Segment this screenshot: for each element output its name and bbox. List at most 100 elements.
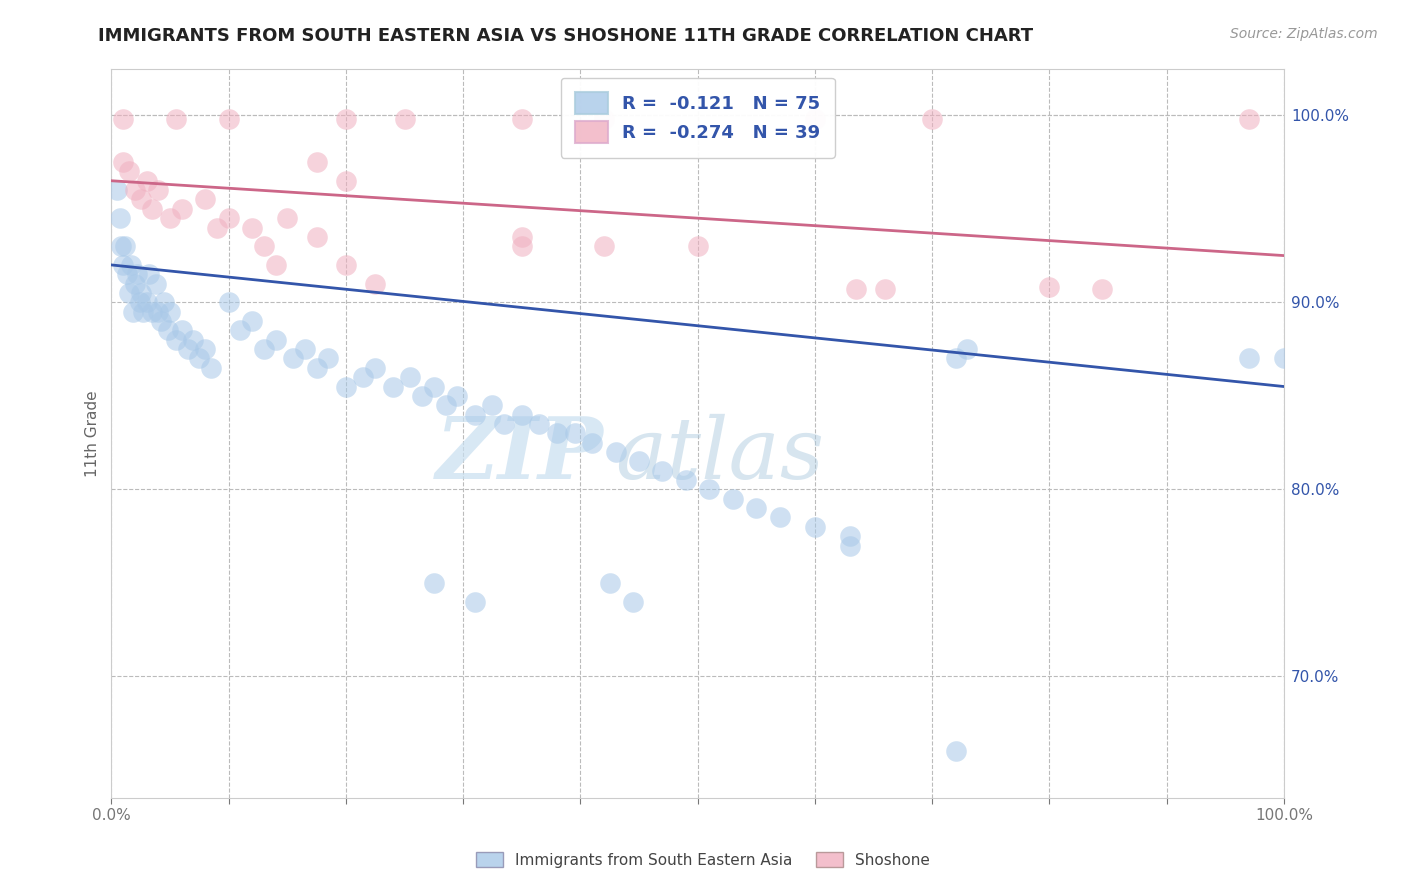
Point — [353, 370, 375, 384]
Point — [200, 360, 222, 375]
Point — [529, 417, 551, 431]
Point — [240, 220, 263, 235]
Point — [129, 193, 152, 207]
Point — [510, 239, 533, 253]
Point — [1237, 351, 1260, 366]
Point — [132, 304, 155, 318]
Point — [218, 211, 240, 226]
Point — [592, 112, 614, 126]
Point — [335, 174, 357, 188]
Point — [240, 314, 263, 328]
Point — [108, 211, 131, 226]
Point — [564, 426, 586, 441]
Point — [183, 333, 205, 347]
Point — [945, 744, 967, 758]
Point — [411, 389, 433, 403]
Point — [651, 464, 673, 478]
Point — [129, 285, 152, 300]
Point — [165, 112, 187, 126]
Point — [546, 426, 568, 441]
Point — [141, 202, 163, 216]
Point — [118, 285, 141, 300]
Point — [153, 295, 176, 310]
Point — [145, 277, 167, 291]
Point — [305, 230, 328, 244]
Point — [510, 408, 533, 422]
Point — [423, 576, 446, 591]
Point — [956, 342, 979, 356]
Y-axis label: 11th Grade: 11th Grade — [86, 390, 100, 476]
Point — [1272, 351, 1295, 366]
Point — [105, 183, 128, 197]
Point — [124, 183, 146, 197]
Point — [276, 211, 298, 226]
Point — [121, 304, 143, 318]
Point — [170, 323, 193, 337]
Point — [699, 483, 721, 497]
Point — [481, 398, 503, 412]
Point — [294, 342, 316, 356]
Legend: Immigrants from South Eastern Asia, Shoshone: Immigrants from South Eastern Asia, Shos… — [468, 844, 938, 875]
Point — [176, 342, 198, 356]
Point — [1237, 112, 1260, 126]
Point — [921, 112, 943, 126]
Point — [305, 360, 328, 375]
Point — [205, 220, 228, 235]
Point — [621, 594, 644, 608]
Point — [464, 408, 486, 422]
Point — [148, 183, 170, 197]
Text: atlas: atlas — [616, 414, 825, 497]
Point — [845, 282, 868, 296]
Point — [364, 277, 387, 291]
Point — [253, 239, 276, 253]
Point — [627, 454, 650, 468]
Point — [141, 304, 163, 318]
Point — [599, 576, 621, 591]
Point — [394, 112, 416, 126]
Point — [804, 112, 827, 126]
Point — [118, 164, 141, 178]
Point — [281, 351, 304, 366]
Point — [605, 445, 627, 459]
Point — [112, 112, 135, 126]
Point — [218, 295, 240, 310]
Point — [804, 520, 827, 534]
Point — [229, 323, 252, 337]
Point — [381, 379, 404, 393]
Point — [675, 473, 697, 487]
Text: IMMIGRANTS FROM SOUTH EASTERN ASIA VS SHOSHONE 11TH GRADE CORRELATION CHART: IMMIGRANTS FROM SOUTH EASTERN ASIA VS SH… — [98, 27, 1033, 45]
Point — [110, 239, 132, 253]
Point — [494, 417, 516, 431]
Point — [170, 202, 193, 216]
Point — [127, 267, 149, 281]
Point — [318, 351, 340, 366]
Point — [253, 342, 276, 356]
Point — [135, 174, 157, 188]
Point — [839, 529, 862, 543]
Point — [305, 155, 328, 169]
Point — [592, 239, 614, 253]
Point — [1091, 282, 1114, 296]
Point — [115, 267, 138, 281]
Text: Source: ZipAtlas.com: Source: ZipAtlas.com — [1230, 27, 1378, 41]
Point — [510, 112, 533, 126]
Point — [218, 112, 240, 126]
Point — [112, 155, 135, 169]
Point — [165, 333, 187, 347]
Point — [399, 370, 422, 384]
Point — [364, 360, 387, 375]
Point — [945, 351, 967, 366]
Point — [124, 277, 146, 291]
Point — [510, 230, 533, 244]
Point — [581, 435, 603, 450]
Point — [745, 501, 768, 516]
Point — [159, 304, 181, 318]
Text: ZIP: ZIP — [436, 413, 603, 497]
Point — [264, 333, 287, 347]
Point — [120, 258, 142, 272]
Point — [135, 295, 157, 310]
Point — [114, 239, 136, 253]
Point — [875, 282, 897, 296]
Point — [112, 258, 135, 272]
Point — [446, 389, 468, 403]
